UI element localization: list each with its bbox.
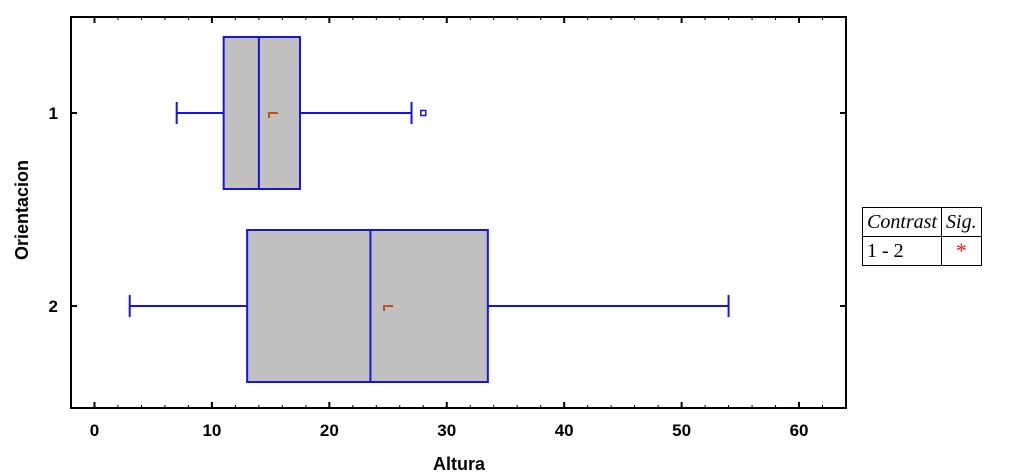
sig-header: Sig.	[941, 207, 982, 237]
mean-marker	[267, 112, 278, 118]
x-tick-label: 50	[672, 421, 691, 440]
axes-layer: 0 10 20 30 40 50 60 1 2	[49, 17, 846, 440]
plot-frame	[70, 16, 847, 409]
y-tick-label: 1	[49, 104, 58, 123]
boxes-layer	[128, 36, 730, 383]
mean-marker	[383, 305, 394, 311]
sig-cell: *	[941, 236, 982, 266]
y-axis-title: Orientacion	[12, 160, 32, 260]
outlier-point	[420, 109, 427, 117]
plot-border	[70, 16, 847, 409]
x-tick-label: 20	[320, 421, 339, 440]
x-tick-label: 30	[437, 421, 456, 440]
contrast-cell: 1 - 2	[862, 236, 943, 266]
iqr-box	[222, 36, 301, 190]
contrast-table-row: 1 - 2 *	[862, 236, 982, 266]
x-tick-label: 40	[555, 421, 574, 440]
x-tick-label: 10	[202, 421, 221, 440]
contrast-table: Contrast Sig. 1 - 2 *	[862, 207, 982, 266]
y-tick-label: 2	[49, 297, 58, 316]
x-tick-label: 60	[790, 421, 809, 440]
x-axis-title: Altura	[433, 454, 486, 474]
contrast-table-header-row: Contrast Sig.	[862, 207, 982, 237]
iqr-box	[246, 229, 489, 383]
contrast-table-container: Contrast Sig. 1 - 2 *	[862, 207, 1029, 277]
x-tick-label: 0	[90, 421, 99, 440]
contrast-header: Contrast	[862, 207, 943, 237]
